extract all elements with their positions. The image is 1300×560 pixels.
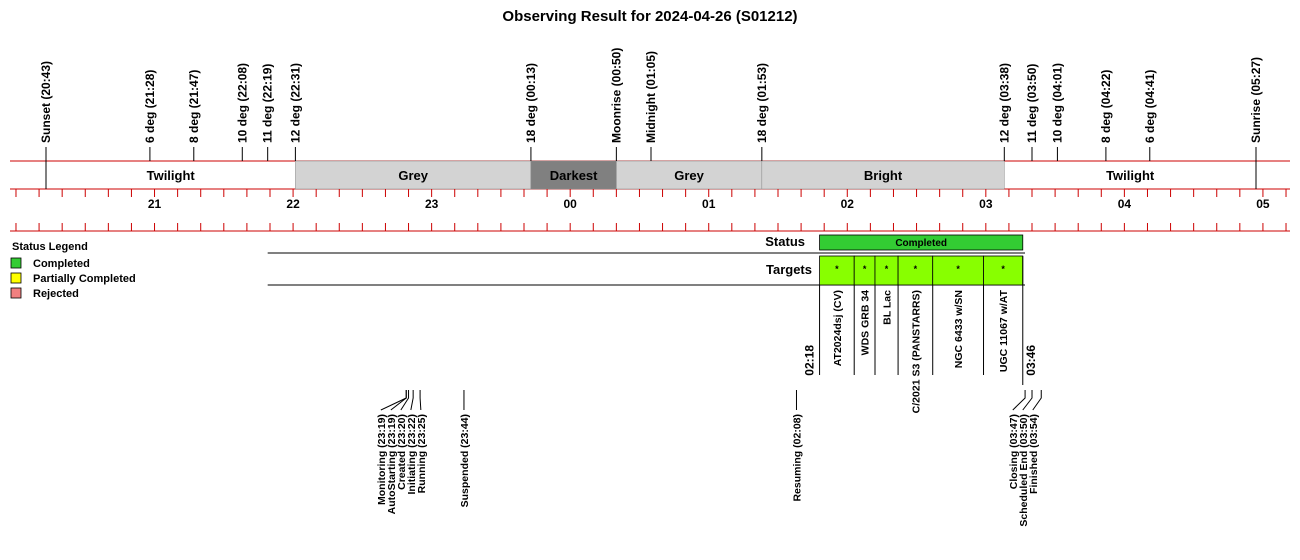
target-marker: * <box>914 264 918 274</box>
status-bar-label: Completed <box>895 238 947 249</box>
legend-swatch <box>10 287 22 299</box>
chart-title: Observing Result for 2024-04-26 (S01212) <box>502 8 797 25</box>
legend-title: Status Legend <box>12 241 88 253</box>
sky-event-label: 6 deg (21:28) <box>143 70 157 143</box>
targets-row-label: Targets <box>766 262 812 277</box>
target-name: BL Lac <box>882 290 894 325</box>
target-block <box>897 255 934 286</box>
sky-event-label: 12 deg (03:38) <box>997 63 1011 143</box>
sky-event-label: 11 deg (03:50) <box>1025 64 1039 143</box>
log-event-leader <box>400 390 410 411</box>
sky-event-label: 18 deg (01:53) <box>755 63 769 143</box>
sky-band-label: Darkest <box>550 168 598 183</box>
log-event-label: Finished (03:54) <box>1028 414 1040 494</box>
time-mark-label: 02:18 <box>803 345 817 376</box>
sky-band-label: Twilight <box>147 168 196 183</box>
log-event-leader <box>1012 390 1026 411</box>
hour-label: 01 <box>702 197 716 211</box>
log-event-label: Scheduled End (03:50) <box>1018 414 1030 527</box>
sky-band-label: Twilight <box>1106 168 1155 183</box>
sky-band <box>761 160 1005 190</box>
log-event-leader <box>1032 390 1042 411</box>
target-block <box>983 255 1024 286</box>
sky-band-label: Grey <box>674 168 704 183</box>
sky-event-label: 12 deg (22:31) <box>288 63 302 143</box>
log-event-label: Closing (03:47) <box>1008 414 1020 489</box>
log-event-label: Resuming (02:08) <box>791 414 803 502</box>
sky-band <box>295 160 532 190</box>
hour-label: 23 <box>425 197 439 211</box>
sky-event-label: 10 deg (22:08) <box>235 63 249 143</box>
log-event-leader <box>1022 390 1033 411</box>
log-event-label: Initiating (23:22) <box>406 414 418 495</box>
hour-label: 03 <box>979 197 993 211</box>
hour-label: 00 <box>563 197 577 211</box>
target-name: NGC 6433 w/SN <box>953 290 965 368</box>
log-event-label: AutoStarting (23:19) <box>386 414 398 514</box>
legend-swatch <box>10 272 22 284</box>
log-event-leader <box>410 390 414 411</box>
sky-event-label: 8 deg (21:47) <box>187 70 201 143</box>
legend-item-label: Rejected <box>33 288 79 300</box>
legend-item-label: Partially Completed <box>33 273 136 285</box>
log-event-label: Running (23:25) <box>416 414 428 493</box>
target-block <box>819 255 855 286</box>
chart-layer: Twilight Grey Darkest Grey Bright Twilight Sun… <box>10 48 1290 527</box>
sky-event-label: 6 deg (04:41) <box>1143 70 1157 143</box>
hour-label: 05 <box>1256 197 1270 211</box>
legend-swatch <box>10 257 22 269</box>
target-marker: * <box>835 264 839 274</box>
target-marker: * <box>885 264 889 274</box>
sky-event-label: 10 deg (04:01) <box>1050 63 1064 143</box>
target-name: C/2021 S3 (PANSTARRS) <box>910 290 922 413</box>
sky-event-label: 8 deg (04:22) <box>1099 70 1113 143</box>
log-event-label: Monitoring (23:19) <box>376 414 388 505</box>
sky-event-label: 18 deg (00:13) <box>524 63 538 143</box>
legend-item-label: Completed <box>33 258 90 270</box>
log-event-leader <box>419 390 422 411</box>
target-marker: * <box>1001 264 1005 274</box>
sky-event-label: 11 deg (22:19) <box>261 64 275 143</box>
time-mark-label: 03:46 <box>1024 345 1038 376</box>
sky-band-label: Bright <box>864 168 903 183</box>
target-name: WDS GRB 34 <box>860 290 872 356</box>
status-bar <box>819 234 1024 251</box>
hour-label: 02 <box>841 197 855 211</box>
hour-label: 04 <box>1118 197 1132 211</box>
log-event-label: Created (23:20) <box>396 414 408 490</box>
sky-band <box>616 160 763 190</box>
target-marker: * <box>956 264 960 274</box>
sky-event-label: Moonrise (00:50) <box>609 48 623 143</box>
sky-band-label: Grey <box>398 168 428 183</box>
sky-band <box>530 160 617 190</box>
log-event-leader <box>390 390 407 411</box>
sky-event-label: Sunrise (05:27) <box>1249 57 1263 143</box>
status-row-label: Status <box>765 234 805 249</box>
target-name: UGC 11067 w/AT <box>998 289 1010 372</box>
target-name: AT2024dsj (CV) <box>832 290 844 366</box>
log-event-label: Suspended (23:44) <box>459 414 471 507</box>
target-marker: * <box>863 264 867 274</box>
hour-label: 22 <box>286 197 300 211</box>
sky-event-label: Sunset (20:43) <box>39 61 53 143</box>
hour-label: 21 <box>148 197 162 211</box>
sky-event-label: Midnight (01:05) <box>644 51 658 143</box>
